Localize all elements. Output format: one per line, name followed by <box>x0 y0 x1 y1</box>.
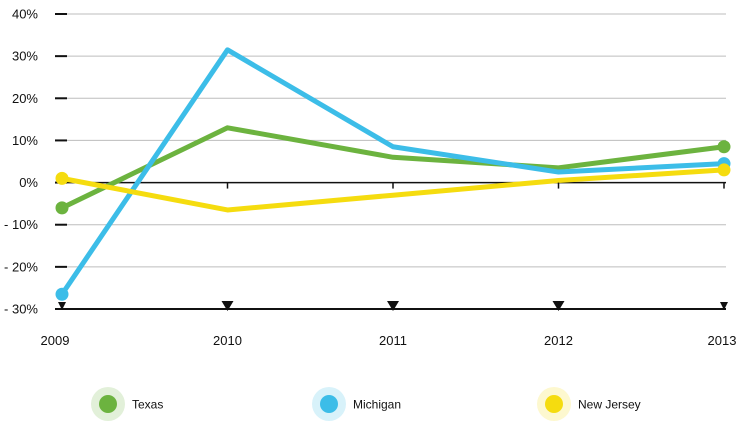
y-tick-label: 0% <box>19 175 38 190</box>
x-tick-label: 2012 <box>544 333 573 348</box>
data-point-texas <box>55 201 69 215</box>
y-tick-label: - 10% <box>4 217 38 232</box>
x-tick-label: 2013 <box>708 333 737 348</box>
gridlines <box>60 13 726 268</box>
x-tick-marker <box>387 301 399 311</box>
series-lines <box>59 47 727 297</box>
data-point-texas <box>717 140 731 154</box>
x-tick-marker <box>720 302 728 310</box>
x-axis: 2009 2010 2011 2012 2013 <box>41 301 737 348</box>
data-point-new-jersey <box>55 171 69 185</box>
series-line-new-jersey <box>59 167 727 213</box>
legend-swatch <box>545 395 563 413</box>
x-tick-label: 2011 <box>379 333 407 348</box>
y-tick-label: 10% <box>12 133 38 148</box>
legend-label: Michigan <box>353 398 401 412</box>
y-tick-label: - 20% <box>4 259 38 274</box>
x-tick-marker <box>58 302 66 310</box>
y-axis-tick-labels: 40% 30% 20% 10% 0% - 10% - 20% - 30% <box>4 7 38 317</box>
legend-item-michigan: Michigan <box>312 387 401 421</box>
legend-item-texas: Texas <box>91 387 163 421</box>
x-tick-label: 2010 <box>213 333 242 348</box>
y-tick-label: 40% <box>12 7 38 22</box>
legend-swatch <box>320 395 338 413</box>
legend-swatch <box>99 395 117 413</box>
y-tick-label: - 30% <box>4 302 38 317</box>
series-line-michigan <box>59 47 727 297</box>
legend-item-new-jersey: New Jersey <box>537 387 641 421</box>
legend: Texas Michigan New Jersey <box>91 387 641 421</box>
data-point-michigan <box>55 287 69 301</box>
y-axis-tick-marks <box>55 13 67 310</box>
x-tick-marker <box>221 301 234 311</box>
x-tick-marker <box>552 301 565 311</box>
x-tick-label: 2009 <box>41 333 70 348</box>
series-line-texas <box>59 125 727 211</box>
legend-label: Texas <box>132 398 163 412</box>
y-tick-label: 30% <box>12 49 38 64</box>
data-point-new-jersey <box>717 163 731 177</box>
y-tick-label: 20% <box>12 91 38 106</box>
legend-label: New Jersey <box>578 398 641 412</box>
series-points <box>55 140 731 301</box>
